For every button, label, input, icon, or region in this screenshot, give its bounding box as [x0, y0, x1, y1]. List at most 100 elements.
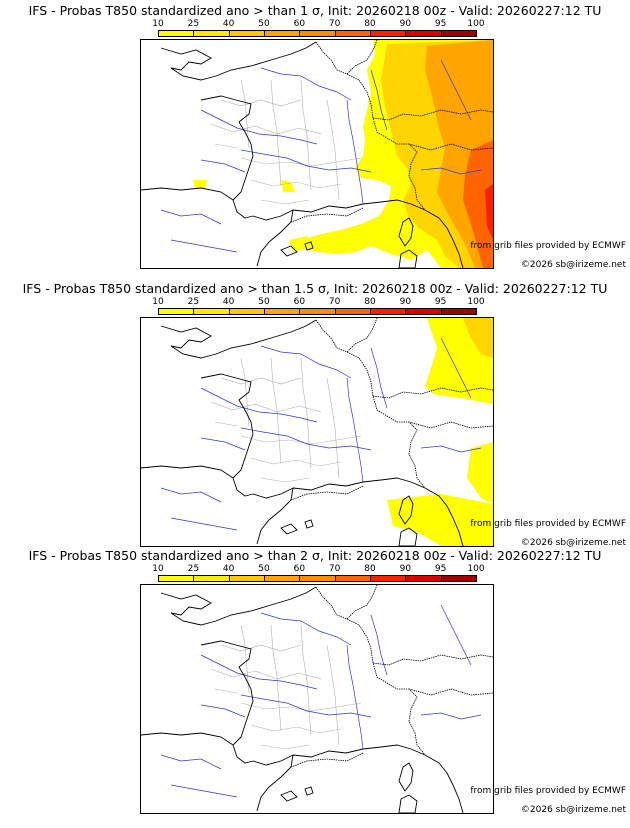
colorbar-label: 70 [328, 19, 341, 29]
probability-area-25-north [463, 318, 493, 358]
colorbar-swatch [193, 575, 230, 582]
corsica-outline [398, 762, 414, 792]
colorbar-label: 25 [187, 19, 200, 29]
colorbar-swatch [264, 30, 301, 37]
colorbar-label: 90 [399, 297, 412, 307]
copyright-text: ©2026 sb@irizeme.net [520, 805, 626, 815]
colorbar-swatch [264, 575, 301, 582]
panel-title: IFS - Probas T850 standardized ano > tha… [28, 3, 602, 18]
colorbar-swatch [405, 308, 442, 315]
sardinia-outline [398, 794, 418, 813]
colorbar-label: 60 [293, 19, 306, 29]
colorbar-label: 70 [328, 297, 341, 307]
department-boundaries [210, 357, 362, 483]
panel-title: IFS - Probas T850 standardized ano > tha… [28, 548, 602, 563]
probability-map [140, 317, 494, 547]
colorbar-label: 50 [258, 297, 270, 307]
country-borders [290, 585, 493, 768]
rivers [160, 604, 482, 798]
colorbar-swatch [440, 308, 477, 315]
coastline [141, 41, 464, 268]
colorbar-label: 95 [434, 19, 447, 29]
corsica-outline [398, 217, 414, 247]
rivers [160, 59, 482, 253]
colorbar-label: 100 [467, 564, 485, 574]
colorbar-label: 50 [258, 564, 270, 574]
colorbar-label: 60 [293, 297, 306, 307]
map-panel-2sigma: IFS - Probas T850 standardized ano > tha… [0, 548, 630, 818]
colorbar-label: 100 [467, 19, 485, 29]
probability-map [140, 39, 494, 269]
colorbar-swatch [228, 30, 265, 37]
map-svg [141, 318, 493, 546]
colorbar-label: 40 [222, 19, 235, 29]
colorbar-swatch [440, 30, 477, 37]
colorbar-swatch [370, 30, 407, 37]
coastline [141, 586, 464, 813]
colorbar-swatch [193, 30, 230, 37]
colorbar-swatch [370, 575, 407, 582]
colorbar-swatch [405, 575, 442, 582]
colorbar-swatch [405, 30, 442, 37]
balearic-outline [280, 786, 314, 802]
colorbar-label: 80 [364, 564, 376, 574]
department-boundaries [210, 624, 362, 750]
data-credit: from grib files provided by ECMWF [470, 241, 626, 251]
colorbar-swatch [299, 308, 336, 315]
corsica-outline [398, 495, 414, 525]
colorbar-label: 25 [187, 297, 200, 307]
map-panel-1-5sigma: IFS - Probas T850 standardized ano > tha… [0, 281, 630, 551]
data-credit: from grib files provided by ECMWF [470, 786, 626, 796]
colorbar-label: 80 [364, 297, 376, 307]
colorbar-swatch [299, 575, 336, 582]
colorbar-swatch [158, 575, 195, 582]
colorbar-swatch [193, 308, 230, 315]
colorbar-label: 10 [152, 564, 164, 574]
data-credit: from grib files provided by ECMWF [470, 519, 626, 529]
probability-map [140, 584, 494, 814]
colorbar-swatch [158, 308, 195, 315]
colorbar-swatch [264, 308, 301, 315]
colorbar-swatch [228, 575, 265, 582]
colorbar-label: 25 [187, 564, 200, 574]
rivers [160, 337, 482, 531]
colorbar-label: 95 [434, 297, 447, 307]
colorbar-label: 50 [258, 19, 270, 29]
panel-title: IFS - Probas T850 standardized ano > tha… [22, 281, 608, 296]
probability-area-10-south [387, 494, 493, 546]
colorbar-swatch [440, 575, 477, 582]
country-borders [290, 40, 493, 223]
country-borders [290, 318, 493, 501]
sardinia-outline [398, 527, 418, 546]
colorbar: 10 25 40 50 60 70 80 90 95 100 [152, 297, 485, 327]
sardinia-outline [398, 249, 418, 268]
colorbar-label: 40 [222, 297, 235, 307]
colorbar-swatch [334, 30, 371, 37]
copyright-text: ©2026 sb@irizeme.net [520, 260, 626, 270]
colorbar-label: 100 [467, 297, 485, 307]
probability-area-80 [485, 184, 493, 240]
colorbar-swatch [158, 30, 195, 37]
balearic-outline [280, 519, 314, 535]
colorbar: 10 25 40 50 60 70 80 90 95 100 [152, 564, 485, 594]
coastline [141, 319, 464, 546]
colorbar-label: 10 [152, 297, 164, 307]
colorbar-label: 40 [222, 564, 235, 574]
colorbar: 10 25 40 50 60 70 80 90 95 100 [152, 19, 485, 49]
map-panel-1sigma: IFS - Probas T850 standardized ano > tha… [0, 3, 630, 273]
colorbar-swatch [334, 575, 371, 582]
map-svg [141, 40, 493, 268]
department-boundaries [210, 79, 362, 205]
probability-patch [193, 180, 313, 252]
colorbar-label: 70 [328, 564, 341, 574]
colorbar-label: 90 [399, 564, 412, 574]
colorbar-label: 95 [434, 564, 447, 574]
colorbar-label: 60 [293, 564, 306, 574]
colorbar-swatch [228, 308, 265, 315]
copyright-text: ©2026 sb@irizeme.net [520, 538, 626, 548]
map-svg [141, 585, 493, 813]
balearic-outline [280, 241, 314, 257]
colorbar-swatch [334, 308, 371, 315]
colorbar-swatch [299, 30, 336, 37]
colorbar-swatch [370, 308, 407, 315]
